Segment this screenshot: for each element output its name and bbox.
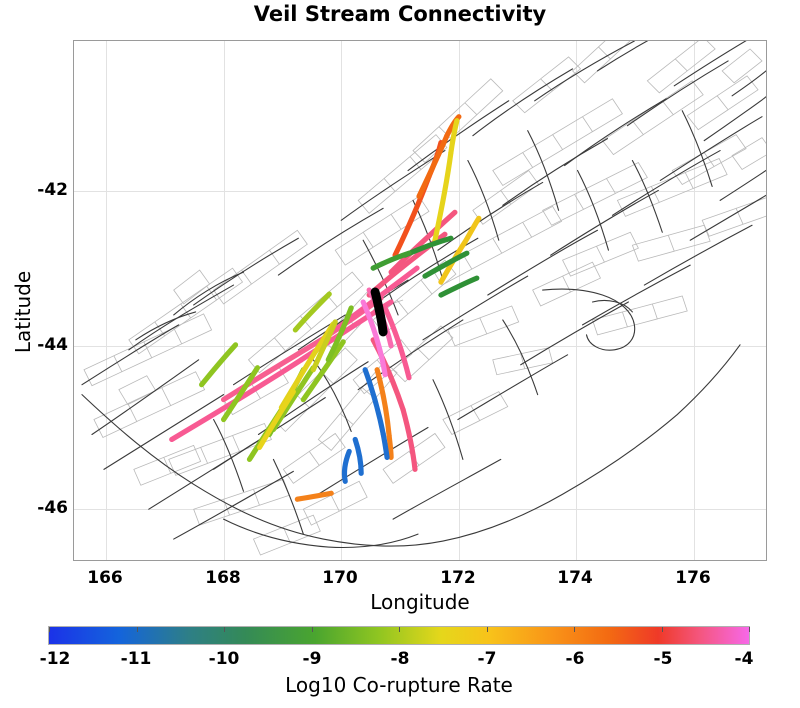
connected-fault-segment	[294, 490, 334, 502]
connected-fault-segment	[416, 133, 450, 199]
map-plot-area[interactable]	[73, 40, 767, 561]
xtick-label: 166	[87, 568, 123, 588]
gridline-horizontal	[74, 509, 766, 510]
connected-fault-segment	[362, 367, 386, 437]
gridline-vertical	[341, 41, 342, 560]
connected-fault-segment	[462, 215, 482, 245]
colorbar-tick-label: -10	[208, 649, 240, 669]
fault-trace-layer	[81, 41, 766, 548]
connected-fault-segment	[402, 235, 454, 258]
connected-fault-segment	[199, 342, 239, 388]
x-axis-label: Longitude	[370, 590, 470, 614]
connected-fault-segment	[382, 305, 412, 381]
colorbar-tick	[749, 627, 750, 632]
connected-fault-segment	[220, 365, 261, 423]
gridline-horizontal	[74, 346, 766, 347]
gridline-vertical	[694, 41, 695, 560]
connected-fault-segment	[341, 448, 352, 484]
colorbar-tick-label: -11	[120, 649, 152, 669]
xtick-label: 176	[675, 568, 711, 588]
connected-fault-segment	[400, 406, 418, 472]
colorbar-tick	[574, 627, 575, 632]
colorbar-tick	[311, 627, 313, 632]
connected-fault-segment	[300, 339, 346, 403]
connected-fault-segment	[310, 319, 338, 373]
ytick-label: -42	[37, 180, 68, 200]
colorbar[interactable]	[48, 626, 750, 645]
colorbar-tick	[49, 627, 50, 632]
connected-fault-segment	[438, 275, 480, 298]
gridline-vertical	[459, 41, 460, 560]
ytick-label: -44	[37, 335, 68, 355]
colorbar-title: Log10 Co-rupture Rate	[285, 673, 513, 697]
connected-fault-segment	[388, 209, 458, 275]
colorbar-tick-label: -6	[565, 649, 585, 669]
connected-fault-segment	[448, 118, 460, 156]
colorbar-tick-label: -9	[302, 649, 322, 669]
connected-fault-segment	[444, 114, 462, 139]
gridline-vertical	[576, 41, 577, 560]
xtick-label: 170	[322, 568, 358, 588]
colorbar-tick	[136, 627, 138, 632]
figure-title: Veil Stream Connectivity	[253, 2, 547, 26]
gridline-vertical	[224, 41, 225, 560]
y-axis-label: Latitude	[11, 270, 35, 354]
connected-fault-segment	[380, 430, 390, 460]
connected-fault-segment	[256, 389, 296, 451]
connected-fault-segment	[374, 367, 392, 439]
fault-map	[81, 41, 766, 556]
colorbar-tick	[486, 627, 488, 632]
connected-fault-segment	[220, 337, 324, 403]
colorbar-tick-label: -7	[477, 649, 497, 669]
connected-fault-segment	[352, 436, 364, 476]
connected-fault-layer	[169, 114, 482, 502]
connected-fault-segment	[325, 305, 354, 363]
connected-fault-segment	[386, 432, 394, 460]
ytick-label: -46	[37, 498, 68, 518]
xtick-label: 174	[557, 568, 593, 588]
colorbar-tick-label: -12	[39, 649, 71, 669]
colorbar-tick	[399, 627, 400, 632]
source-fault	[370, 287, 388, 337]
connected-fault-segment	[422, 250, 470, 279]
colorbar-tick	[661, 627, 663, 632]
connected-fault-segment	[370, 250, 412, 271]
colorbar-tick-label: -4	[734, 649, 754, 669]
colorbar-tick	[224, 627, 225, 632]
connected-fault-segment	[432, 149, 454, 243]
colorbar-tick-label: -5	[653, 649, 673, 669]
gridline-vertical	[106, 41, 107, 560]
xtick-label: 172	[440, 568, 476, 588]
colorbar-tick-label: -8	[390, 649, 410, 669]
connected-fault-segment	[360, 299, 388, 378]
fault-surface-projection-layer	[83, 41, 766, 556]
connected-fault-segment	[292, 291, 332, 333]
xtick-label: 168	[205, 568, 241, 588]
